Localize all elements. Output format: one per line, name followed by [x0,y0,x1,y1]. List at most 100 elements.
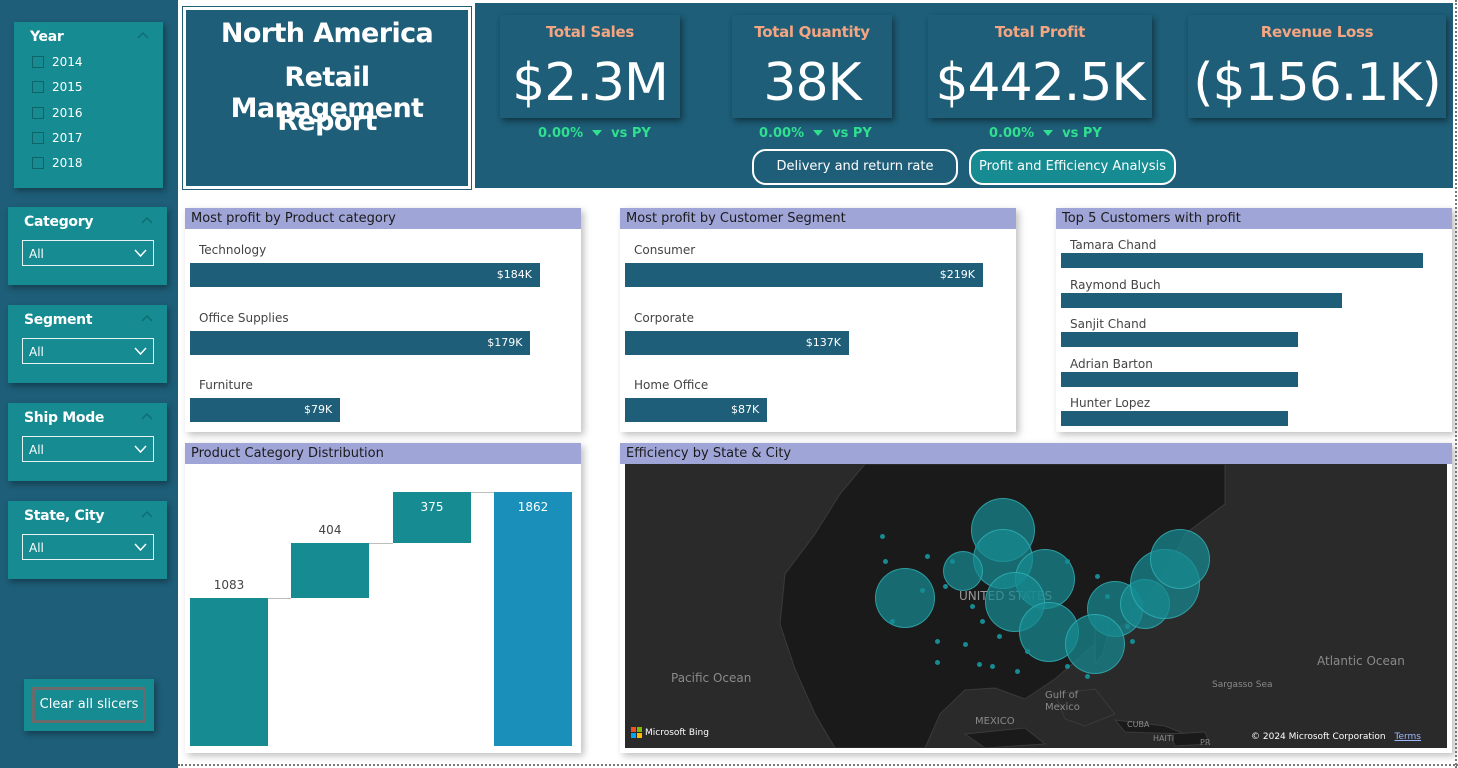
bing-logo-icon [631,727,642,738]
chevron-up-icon[interactable] [141,216,153,224]
checkbox-icon[interactable] [32,131,44,144]
map-label-gulf: Gulf of Mexico [1045,690,1080,713]
bar[interactable]: $137K [625,330,849,355]
customer-profit-bar[interactable] [1061,253,1423,268]
waterfall-step-bar[interactable] [291,543,369,599]
delta-vs-label: vs PY [832,125,872,141]
map-city-dot[interactable] [1085,674,1090,679]
checkbox-icon[interactable] [32,106,44,119]
product-category-distribution-panel: Product Category Distribution 1083 404 375… [185,443,581,753]
chevron-up-icon[interactable] [141,314,153,322]
map-city-dot[interactable] [980,619,985,624]
profit-efficiency-analysis-button[interactable]: Profit and Efficiency Analysis [969,149,1176,185]
map-bubble[interactable] [1065,614,1125,674]
bar[interactable]: $184K [190,263,540,287]
map-city-dot[interactable] [997,634,1002,639]
kpi-delta-quantity: 0.00% vs PY [759,124,872,142]
map-city-dot[interactable] [890,619,895,624]
year-option-label: 2017 [52,130,83,145]
map-label-haiti: HAITI [1153,734,1175,743]
map-city-dot[interactable] [970,604,975,609]
map-city-dot[interactable] [1065,559,1070,564]
waterfall-connector [268,598,291,600]
kpi-label: Revenue Loss [1260,23,1374,41]
bar[interactable]: $219K [625,263,983,287]
customer-profit-bar[interactable] [1061,332,1298,347]
waterfall-total-bar[interactable] [494,492,572,746]
map-city-dot[interactable] [1095,574,1100,579]
report-title-line-1: North America [220,18,434,49]
map-city-dot[interactable] [925,554,930,559]
terms-link[interactable]: Terms [1394,732,1421,742]
category-dropdown[interactable]: All [22,240,154,266]
map-bubble[interactable] [875,568,935,628]
ship-mode-dropdown[interactable]: All [22,436,154,462]
chevron-up-icon[interactable] [141,412,153,420]
state-city-map[interactable]: UNITED STATES Pacific Ocean Atlantic Oce… [625,464,1447,748]
map-city-dot[interactable] [1105,594,1110,599]
customer-profit-bar[interactable] [1061,411,1289,426]
year-option-2016[interactable]: 2016 [32,104,83,122]
kpi-card-total-profit: Total Profit $442.5K [928,15,1152,118]
segment-dropdown[interactable]: All [22,338,154,364]
customer-name-label: Hunter Lopez [1070,396,1151,410]
map-city-dot[interactable] [963,642,968,647]
bar[interactable]: $179K [190,330,531,355]
map-city-dot[interactable] [990,664,995,669]
kpi-value: $442.5K [935,53,1145,113]
map-city-dot[interactable] [1025,649,1030,654]
kpi-value: $2.3M [512,53,669,113]
waterfall-connector [471,492,494,493]
canvas-right-border [1455,0,1457,768]
map-city-dot[interactable] [950,559,955,564]
map-city-dot[interactable] [935,660,940,665]
chevron-up-icon[interactable] [137,31,149,39]
map-city-dot[interactable] [1015,669,1020,674]
map-city-dot[interactable] [935,639,940,644]
waterfall-step-bar[interactable] [393,492,471,544]
chevron-down-icon [134,347,147,355]
year-slicer: Year 2014 2015 2016 2017 2018 [14,22,163,188]
ship-mode-slicer: Ship Mode All [8,403,167,481]
map-city-dot[interactable] [943,584,948,589]
delivery-return-rate-button[interactable]: Delivery and return rate [752,149,958,185]
map-bubble[interactable] [1150,529,1210,589]
customer-profit-bar[interactable] [1061,292,1343,308]
report-title-line-2: Retail Management [230,62,424,124]
waterfall-step-bar[interactable] [190,598,268,746]
waterfall-data-label: 375 [420,500,444,514]
checkbox-icon[interactable] [32,157,44,170]
kpi-value: ($156.1K) [1193,53,1442,113]
map-label-sargasso: Sargasso Sea [1212,680,1273,690]
map-city-dot[interactable] [1125,624,1130,629]
map-city-dot[interactable] [920,588,925,593]
ship-mode-slicer-title: Ship Mode [24,410,105,426]
map-city-dot[interactable] [883,559,888,564]
map-city-dot[interactable] [975,544,980,549]
state-city-dropdown[interactable]: All [22,534,154,560]
map-city-dot[interactable] [1065,664,1070,669]
clear-all-slicers-button[interactable]: Clear all slicers [32,687,146,723]
map-city-dot[interactable] [880,534,885,539]
year-option-label: 2018 [52,156,83,171]
bar[interactable]: $79K [190,398,341,422]
year-option-2015[interactable]: 2015 [32,78,83,96]
year-option-2014[interactable]: 2014 [32,53,83,71]
bar-value-label: $137K [805,335,841,349]
kpi-delta-sales: 0.00% vs PY [538,124,651,142]
category-dropdown-value: All [29,247,44,261]
checkbox-icon[interactable] [32,56,44,68]
map-city-dot[interactable] [977,662,982,667]
kpi-label: Total Sales [545,23,635,41]
year-option-2017[interactable]: 2017 [32,129,83,147]
year-option-2018[interactable]: 2018 [32,154,83,172]
map-city-dot[interactable] [1130,639,1135,644]
bar[interactable]: $87K [625,398,768,422]
delta-value: 0.00% [759,125,805,141]
report-title-box: North America Retail Management Report [182,6,472,190]
panel-title: Most profit by Product category [185,208,581,229]
chevron-up-icon[interactable] [141,510,153,518]
checkbox-icon[interactable] [32,81,44,94]
customer-profit-bar[interactable] [1061,371,1298,387]
map-bubble[interactable] [943,551,983,591]
